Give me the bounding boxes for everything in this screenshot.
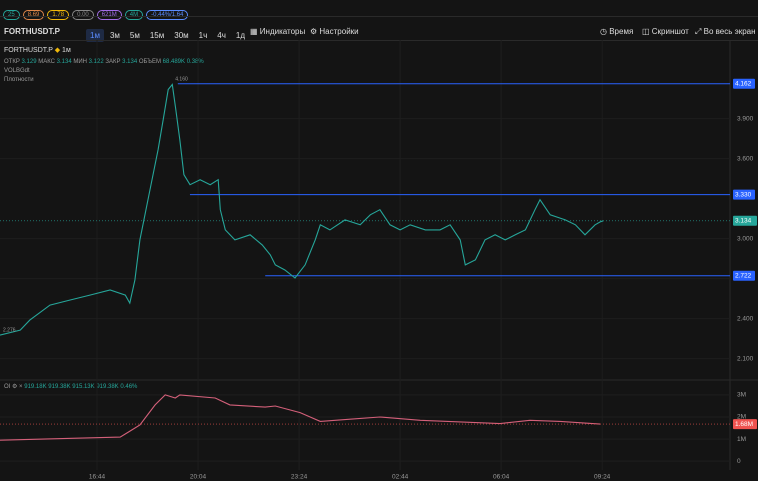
timeframe-button[interactable]: 15м: [149, 31, 165, 40]
x-tick-label: 23:24: [291, 474, 308, 481]
ohlc-label: МАКС: [38, 59, 55, 65]
level-label-box: [733, 78, 755, 89]
y-tick-label: 3M: [737, 392, 746, 399]
oi-value: 919.18K: [24, 384, 47, 390]
label: Во весь экран: [703, 27, 756, 36]
label: Индикаторы: [259, 27, 306, 36]
x-tick-label: 06:04: [493, 474, 510, 481]
level-label: 4.162: [735, 80, 752, 87]
series-line: [0, 394, 601, 441]
level-label: 2.722: [735, 272, 752, 279]
timeframes: 1м 3м 5м 15м 30м 1ч 4ч 1д: [86, 25, 251, 43]
oi-value: 915.13K: [72, 384, 95, 390]
ohlc-label: МИН: [73, 59, 87, 65]
y-tick-label: 3.900: [737, 115, 754, 122]
y-tick-label: 1M: [737, 436, 746, 443]
x-tick-label: 02:44: [392, 474, 409, 481]
annotation: 2.276: [3, 328, 16, 334]
legend-title: FORTHUSDT.P ◆ 1м: [4, 47, 71, 54]
annotation: 4.160: [175, 76, 188, 82]
timeframe-button[interactable]: 1м: [86, 29, 104, 42]
series-line: [0, 83, 604, 336]
y-tick-label: 0: [737, 458, 741, 465]
label: Скриншот: [651, 27, 689, 36]
status-pill: -0.44%/1.64: [146, 10, 189, 20]
timeframe-button[interactable]: 4ч: [217, 31, 226, 40]
y-tick-label: 2M: [737, 414, 746, 421]
last-price-label: 3.134: [735, 218, 752, 225]
y-tick-label: 2.400: [737, 315, 754, 322]
status-bar: 25 8.69 1.78 0.00 621M 4M -0.44%/1.64: [3, 3, 191, 21]
label: Время: [609, 27, 634, 36]
ohlc-value: 3.134: [56, 59, 72, 65]
last-price-label: 1.68M: [735, 421, 753, 428]
level-label: 3.330: [735, 191, 752, 198]
ohlc: ОТКР 3.129 МАКС 3.134 МИН 3.122 ЗАКР 3.1…: [4, 59, 204, 65]
indicators-button[interactable]: ▦ Индикаторы: [250, 27, 306, 36]
ohlc-value: 3.129: [21, 59, 37, 65]
timeframe-button[interactable]: 1ч: [198, 31, 208, 40]
screenshot-button[interactable]: ◫ Скриншот: [642, 27, 689, 36]
status-pill: 1.78: [47, 10, 70, 20]
oi-legend: OI ⚙ × 919.18K 919.38K 915.13K 919.38K 0…: [4, 384, 138, 390]
divider: [0, 40, 758, 41]
time-button[interactable]: ◷ Время: [600, 27, 634, 36]
status-pill: 8.69: [22, 10, 45, 20]
status-pill: 621M: [96, 10, 122, 20]
oi-title: OI: [4, 384, 11, 390]
x-tick-label: 16:44: [89, 474, 106, 481]
ohlc-label: ОТКР: [4, 59, 20, 65]
ohlc-value: 3.122: [88, 59, 104, 65]
level-label-box: [733, 270, 755, 281]
x-tick-label: 09:24: [594, 474, 611, 481]
symbol: FORTHUSDT.P: [4, 47, 53, 54]
label: Настройки: [319, 27, 359, 36]
y-tick-label: 2.100: [737, 355, 754, 362]
settings-button[interactable]: ⚙ Настройки: [310, 27, 359, 36]
indicator: Плотности: [4, 77, 34, 83]
divider: [0, 16, 758, 17]
y-tick-label: 3.000: [737, 235, 754, 242]
y-tick-label: 2.700: [737, 275, 754, 282]
x-tick-label: 20:04: [190, 474, 207, 481]
level-label-box: [733, 189, 755, 200]
oi-value: 919.38K: [48, 384, 71, 390]
ohlc-value: 68.489K: [162, 59, 186, 65]
indicator: VOLBGdt: [4, 68, 30, 74]
last-price-box: [733, 215, 757, 226]
status-pill: 25: [3, 10, 20, 20]
timeframe-button[interactable]: 30м: [174, 31, 189, 40]
fullscreen-button[interactable]: ⤢ Во весь экран: [695, 27, 756, 36]
last-price-box: [733, 419, 757, 430]
interval: 1м: [62, 47, 71, 54]
oi-value: 919.38K: [96, 384, 119, 390]
timeframe-button[interactable]: 5м: [129, 31, 140, 40]
status-pill: 4M: [124, 10, 144, 20]
timeframe-button[interactable]: 3м: [109, 31, 120, 40]
oi-value: 0.46%: [120, 384, 138, 390]
ohlc-label: ОБЪЕМ: [138, 59, 161, 65]
ohlc-change: 0.38%: [186, 59, 204, 65]
timeframe-button[interactable]: 1д: [235, 31, 246, 40]
status-pill: 0.00: [72, 10, 94, 20]
ohlc-label: ЗАКР: [105, 59, 121, 65]
symbol: FORTHUSDT.P: [4, 27, 60, 36]
ohlc-value: 3.134: [122, 59, 138, 65]
y-tick-label: 3.600: [737, 155, 754, 162]
